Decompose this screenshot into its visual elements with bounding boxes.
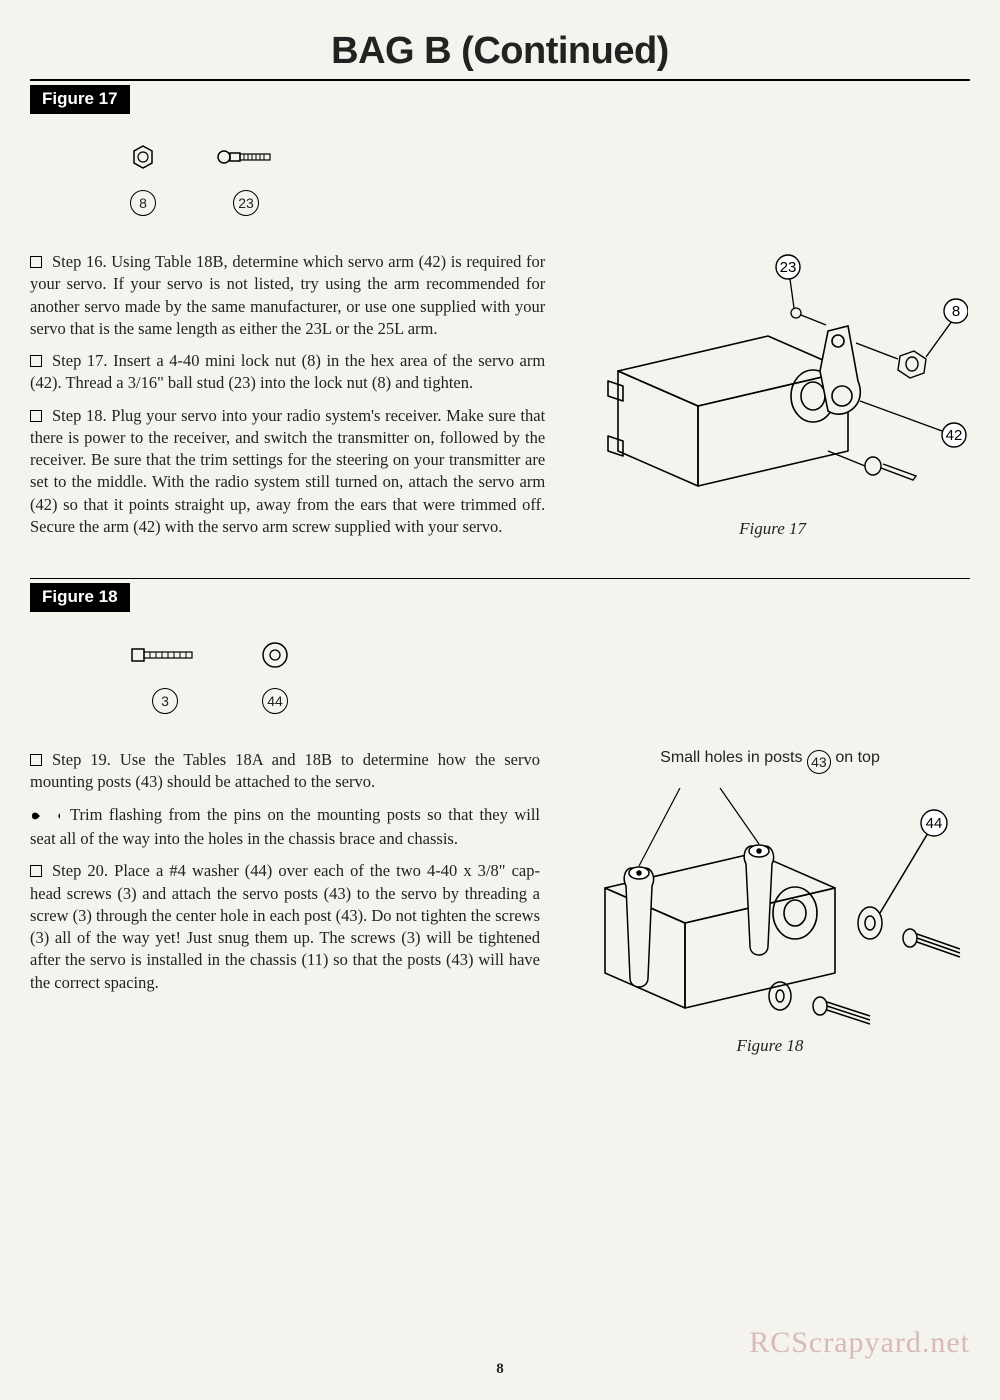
step-text: Step 20. Place a #4 washer (44) over eac… [30,861,540,991]
step-text: Trim flashing from the pins on the mount… [30,805,540,848]
checkbox-icon [30,865,42,877]
callout-num: 23 [779,259,796,276]
checkbox-icon [30,410,42,422]
section-fig18: Figure 18 3 44 [30,583,970,1056]
figure17-label: Figure 17 [30,85,130,114]
part-item: 23 [216,138,276,216]
part-number: 23 [233,190,259,216]
fig17-diagram: 23 8 42 [575,251,970,548]
step-text: Step 16. Using Table 18B, determine whic… [30,252,545,338]
page-number: 8 [0,1361,1000,1378]
part-number: 3 [152,688,178,714]
part-number: 44 [262,688,288,714]
checkbox-icon [30,754,42,766]
fig18-parts-row: 3 44 [130,636,970,714]
part-number: 8 [130,190,156,216]
figure17-caption: Figure 17 [739,519,806,539]
step-text: Step 18. Plug your servo into your radio… [30,406,545,536]
figure18-caption: Figure 18 [737,1036,804,1056]
callout-num: 44 [926,815,943,832]
fig17-text: Step 16. Using Table 18B, determine whic… [30,251,545,548]
title-rule [30,79,970,81]
servo-diagram-17: 23 8 42 [578,251,968,511]
section-rule [30,578,970,579]
callout-num: 8 [951,303,959,320]
step: Step 16. Using Table 18B, determine whic… [30,251,545,340]
step: Step 20. Place a #4 washer (44) over eac… [30,860,540,994]
screw-icon [130,636,200,674]
hex-nut-icon [130,138,156,176]
washer-icon [260,636,290,674]
watermark: RCScrapyard.net [749,1326,970,1360]
figure18-label: Figure 18 [30,583,130,612]
step-text: Step 17. Insert a 4-40 mini lock nut (8)… [30,351,545,392]
wrench-icon [30,806,62,828]
callout-num: 43 [807,750,831,774]
section-fig17: Figure 17 8 23 [30,85,970,548]
checkbox-icon [30,256,42,268]
fig18-note: Small holes in posts 43 on top [660,749,880,774]
checkbox-icon [30,355,42,367]
part-item: 44 [260,636,290,714]
step-text: Step 19. Use the Tables 18A and 18B to d… [30,750,540,791]
step: Step 17. Insert a 4-40 mini lock nut (8)… [30,350,545,395]
callout-num: 42 [945,427,962,444]
fig18-text: Step 19. Use the Tables 18A and 18B to d… [30,749,540,1056]
servo-diagram-18: 44 [570,778,970,1028]
part-item: 3 [130,636,200,714]
ball-stud-icon [216,138,276,176]
fig18-diagram: Small holes in posts 43 on top [570,749,970,1056]
step: Step 18. Plug your servo into your radio… [30,405,545,539]
fig17-parts-row: 8 23 [130,138,970,216]
part-item: 8 [130,138,156,216]
step: Trim flashing from the pins on the mount… [30,804,540,851]
page-title: BAG B (Continued) [30,30,970,73]
step: Step 19. Use the Tables 18A and 18B to d… [30,749,540,794]
